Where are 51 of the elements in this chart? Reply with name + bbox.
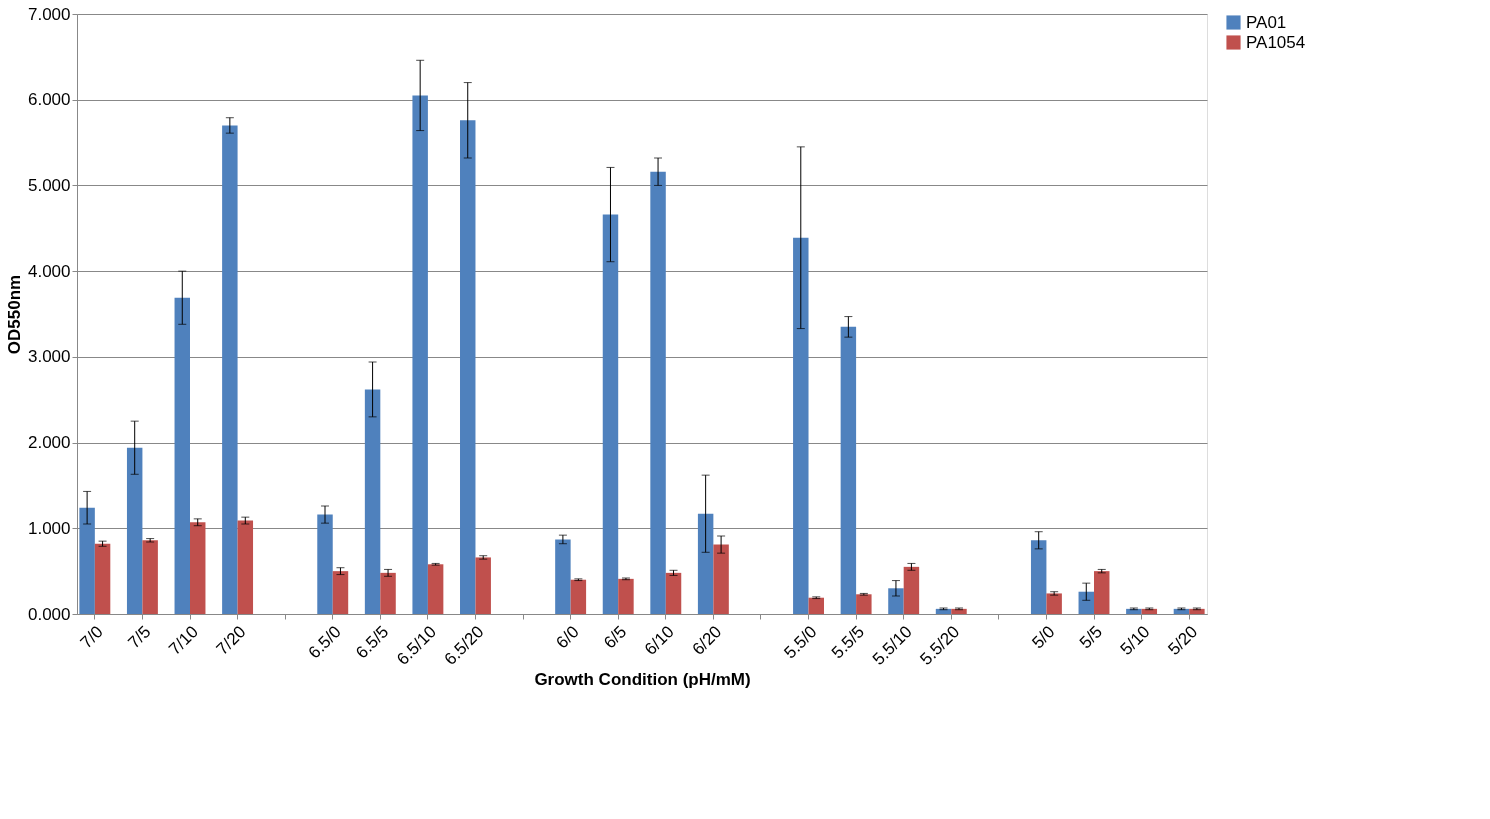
x-tick-label: 6/10 <box>640 622 678 659</box>
x-axis-title: Growth Condition (pH/mM) <box>534 670 751 690</box>
y-tick-label: 4.000 <box>27 261 71 281</box>
bar <box>602 214 619 614</box>
bar <box>570 579 587 614</box>
bar <box>174 297 190 614</box>
y-tick-label: 7.000 <box>27 4 71 24</box>
y-tick-label: 5.000 <box>27 175 71 195</box>
x-tick-label: 6/5 <box>600 622 631 653</box>
x-tick-label: 7/10 <box>165 622 203 659</box>
bar <box>412 95 428 614</box>
x-tick-label: 5/5 <box>1075 622 1107 653</box>
bar <box>808 597 824 614</box>
x-tick-label: 5/0 <box>1028 622 1059 653</box>
bar <box>840 326 857 614</box>
y-tick-label: 3.000 <box>27 347 71 367</box>
bar <box>460 120 476 614</box>
bar <box>856 594 872 614</box>
x-tick-label: 7/20 <box>212 622 250 659</box>
bar <box>142 540 158 614</box>
bar <box>126 447 143 614</box>
bar <box>1126 608 1142 614</box>
bar <box>793 237 809 614</box>
bar <box>222 125 238 614</box>
x-tick-label: 7/5 <box>124 622 155 653</box>
bar <box>697 513 714 614</box>
bar <box>475 557 491 614</box>
bar <box>1046 593 1062 614</box>
bar <box>317 514 333 614</box>
y-tick-label: 1.000 <box>27 518 71 538</box>
y-tick-label: 0.000 <box>27 604 71 624</box>
y-axis-title: OD550nm <box>4 274 24 355</box>
x-tick-label: 6/20 <box>688 622 726 659</box>
bar <box>951 608 967 614</box>
bar <box>1189 608 1205 614</box>
bar <box>427 564 444 614</box>
y-tick-label: 6.000 <box>27 90 71 110</box>
x-tick-label: 7/0 <box>76 622 107 653</box>
bar <box>1078 591 1094 614</box>
y-tick-label: 2.000 <box>27 433 71 453</box>
bar <box>713 544 729 614</box>
bar <box>650 171 666 614</box>
bar <box>555 539 571 614</box>
bar <box>888 588 904 614</box>
legend-label: PA01 <box>1246 12 1287 32</box>
bar <box>618 578 634 614</box>
bar <box>1030 540 1047 614</box>
x-tick-label: 6/0 <box>552 622 583 653</box>
bar <box>79 507 95 614</box>
legend-label: PA1054 <box>1246 32 1306 52</box>
bar <box>364 389 381 614</box>
